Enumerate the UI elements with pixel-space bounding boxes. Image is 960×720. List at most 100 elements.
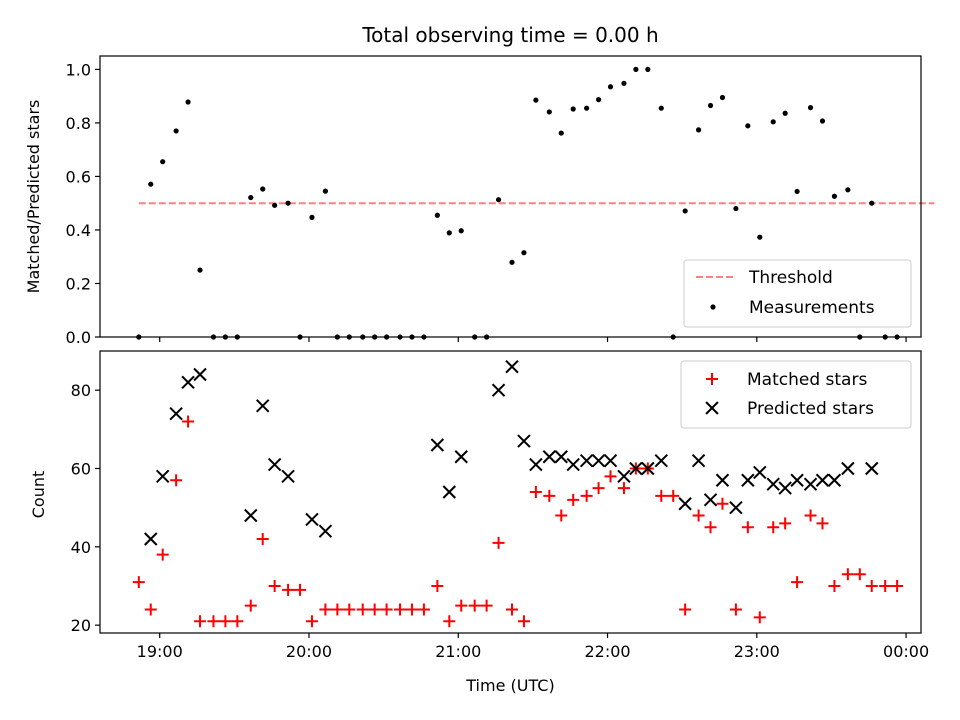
ratio-y-tick-label: 0.0	[66, 328, 91, 347]
matched-stars-point	[244, 599, 257, 612]
ratio-x-ticks	[159, 337, 907, 342]
matched-stars-point	[219, 615, 232, 628]
ratio-legend: Threshold Measurements	[683, 259, 912, 328]
predicted-stars-point	[281, 469, 295, 484]
matched-stars-point	[865, 580, 878, 592]
count-x-tick-label: 22:00	[584, 642, 630, 661]
predicted-stars-point	[766, 477, 780, 491]
measurement-point	[160, 159, 166, 165]
matched-stars-point	[879, 580, 892, 592]
matched-stars-point	[194, 615, 207, 628]
count-x-tick-label: 21:00	[435, 642, 481, 661]
measurement-point	[658, 105, 664, 111]
matched-stars-point	[692, 509, 705, 522]
predicted-stars-point	[542, 450, 557, 464]
ratio-y-tick-label: 0.4	[66, 221, 91, 240]
count-y-tick-label: 80	[71, 381, 91, 400]
measurement-point	[185, 99, 191, 105]
matched-stars-point	[604, 470, 617, 483]
predicted-stars-point	[827, 473, 842, 487]
matched-stars-point	[144, 603, 157, 616]
matched-stars-point	[729, 603, 742, 616]
predicted-stars-point	[430, 438, 445, 452]
predicted-stars-point	[691, 453, 706, 468]
predicted-stars-point	[865, 461, 879, 476]
matched-stars-point	[529, 486, 542, 498]
count-x-tick-label: 23:00	[734, 642, 780, 661]
predicted-stars-point	[603, 453, 618, 468]
measurement-point	[869, 200, 875, 206]
ratio-y-ticks: 0.0 0.2 0.4 0.6 0.8 1.0	[66, 60, 100, 347]
predicted-stars-point	[778, 481, 792, 495]
predicted-stars-point	[442, 485, 457, 499]
matched-stars-point	[543, 489, 556, 502]
matched-stars-point	[779, 517, 792, 530]
predicted-stars-point	[529, 457, 543, 472]
matched-stars-point	[417, 603, 430, 616]
matched-stars-point	[170, 474, 183, 487]
predicted-stars-point	[517, 434, 531, 448]
matched-stars-point	[156, 548, 169, 561]
predicted-stars-point	[554, 450, 568, 464]
count-y-tick-label: 60	[71, 460, 91, 479]
matched-stars-point	[704, 521, 717, 534]
legend-matched-label: Matched stars	[747, 370, 867, 390]
predicted-stars-point	[318, 524, 333, 538]
matched-stars-point	[617, 482, 630, 495]
measurement-point	[509, 259, 515, 265]
ratio-y-axis-label: Matched/Predicted stars	[24, 100, 43, 294]
count-plot-area	[132, 359, 904, 628]
measurement-point	[645, 66, 651, 72]
measurement-point	[495, 197, 502, 203]
measurement-point	[322, 188, 329, 194]
measurement-point	[621, 80, 627, 86]
predicted-stars-point	[591, 453, 606, 468]
matched-stars-point	[256, 533, 269, 545]
predicted-stars-point	[566, 457, 580, 472]
matched-stars-point	[468, 599, 481, 612]
measurement-point	[745, 123, 751, 129]
matched-stars-point	[492, 536, 505, 549]
matched-stars-point	[716, 497, 729, 510]
matched-stars-point	[816, 517, 829, 530]
matched-stars-point	[804, 509, 817, 522]
count-x-tick-label: 19:00	[137, 642, 183, 661]
predicted-stars-point	[678, 497, 692, 511]
matched-stars-point	[394, 603, 407, 616]
matched-stars-point	[405, 603, 418, 616]
ratio-axes-frame	[99, 55, 922, 338]
count-axes-frame	[99, 350, 922, 634]
measurement-point	[845, 187, 851, 193]
measurement-point	[757, 234, 763, 240]
measurement-point	[458, 228, 464, 234]
matched-stars-point	[305, 615, 318, 628]
predicted-stars-point	[244, 508, 258, 523]
measurement-point	[148, 181, 154, 187]
predicted-stars-point	[305, 512, 319, 527]
matched-stars-point	[567, 493, 580, 506]
count-y-tick-label: 40	[71, 538, 91, 557]
predicted-stars-point	[617, 469, 631, 484]
matched-stars-point	[182, 415, 195, 428]
predicted-stars-point	[155, 469, 170, 484]
predicted-stars-point	[803, 477, 818, 491]
matched-stars-point	[753, 611, 766, 624]
count-y-ticks: 20 40 60 80	[71, 381, 100, 635]
count-legend: Matched stars Predicted stars	[680, 360, 912, 429]
matched-stars-point	[480, 599, 493, 612]
predicted-stars-point	[255, 399, 270, 413]
predicted-stars-point	[715, 473, 730, 487]
matched-stars-point	[455, 599, 468, 612]
matched-stars-point	[207, 615, 220, 628]
measurement-point	[819, 118, 826, 124]
matched-stars-point	[282, 583, 295, 596]
measurement-point	[584, 105, 590, 111]
predicted-stars-point	[144, 532, 158, 546]
matched-stars-point	[555, 509, 568, 522]
measurement-point	[595, 97, 602, 103]
measurement-point	[558, 130, 564, 136]
matched-stars-point	[505, 603, 518, 616]
matched-stars-point	[319, 603, 332, 616]
measurement-point	[533, 97, 539, 103]
